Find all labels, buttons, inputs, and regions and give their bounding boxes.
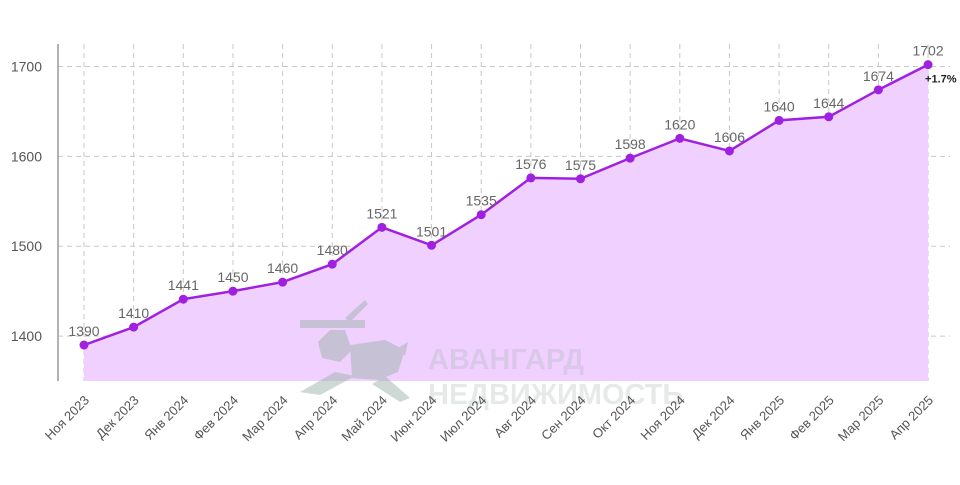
data-label: 1640 — [764, 98, 795, 114]
x-tick-label: Фев 2024 — [190, 393, 241, 444]
data-label: 1501 — [416, 223, 447, 239]
data-label: 1535 — [466, 193, 497, 209]
data-label: 1410 — [118, 305, 149, 321]
data-label: 1390 — [68, 323, 99, 339]
data-point — [228, 286, 238, 296]
x-tick-label: Мар 2025 — [835, 393, 887, 445]
data-point — [377, 222, 387, 232]
data-label: 1606 — [714, 129, 745, 145]
data-label: 1644 — [813, 95, 844, 111]
data-point — [625, 153, 635, 163]
data-label: 1575 — [565, 157, 596, 173]
x-tick-label: Май 2024 — [338, 393, 390, 445]
x-tick-label: Фев 2025 — [786, 393, 837, 444]
y-tick-label: 1700 — [11, 58, 42, 74]
data-point — [724, 146, 734, 156]
x-tick-label: Апр 2025 — [886, 393, 936, 443]
data-label: 1480 — [317, 242, 348, 258]
data-point — [427, 240, 437, 250]
data-label: 1576 — [515, 156, 546, 172]
data-points — [79, 60, 933, 350]
data-point — [774, 115, 784, 125]
data-label: 1441 — [168, 277, 199, 293]
data-label: 1598 — [615, 136, 646, 152]
data-point — [576, 174, 585, 184]
x-tick-label: Апр 2024 — [291, 393, 341, 443]
x-tick-label: Янв 2024 — [141, 393, 191, 443]
y-tick-label: 1400 — [11, 328, 42, 344]
data-point — [129, 322, 139, 332]
x-tick-label: Мар 2024 — [239, 393, 291, 445]
data-point — [923, 60, 933, 70]
x-tick-label: Янв 2025 — [737, 393, 787, 443]
last-change-label: +1.7% — [925, 74, 957, 86]
data-label: 1702 — [912, 43, 943, 59]
data-point — [79, 340, 89, 350]
y-tick-label: 1500 — [11, 238, 42, 254]
data-label: 1521 — [366, 205, 397, 221]
data-point — [476, 210, 486, 220]
data-point — [824, 112, 834, 122]
watermark-line1: АВАНГАРД — [428, 344, 584, 376]
watermark-line2: НЕДВИЖИМОСТЬ — [428, 379, 683, 411]
series-line — [83, 63, 929, 347]
data-point — [526, 173, 536, 183]
x-tick-label: Дек 2023 — [93, 393, 142, 442]
area-fill — [84, 64, 928, 381]
x-tick-label: Июн 2024 — [387, 393, 439, 445]
x-tick-label: Дек 2024 — [689, 393, 738, 442]
data-label: 1450 — [217, 269, 248, 285]
y-axis: 1400 1500 1600 1700 — [11, 58, 42, 344]
data-label: 1674 — [863, 68, 894, 84]
data-point — [675, 133, 685, 143]
knight-statue-logo-icon — [300, 300, 410, 402]
data-point — [278, 277, 288, 287]
data-point — [327, 259, 337, 269]
data-label: 1620 — [664, 116, 695, 132]
y-tick-label: 1600 — [11, 148, 42, 164]
data-label: 1460 — [267, 260, 298, 276]
x-tick-label: Ноя 2023 — [42, 393, 92, 443]
watermark-logo: АВАНГАРД НЕДВИЖИМОСТЬ — [300, 300, 683, 411]
data-point — [178, 294, 188, 304]
data-labels: 1390 1410 1441 1450 1460 1480 1521 1501 1535 1576… — [68, 43, 943, 339]
data-point — [873, 85, 883, 95]
